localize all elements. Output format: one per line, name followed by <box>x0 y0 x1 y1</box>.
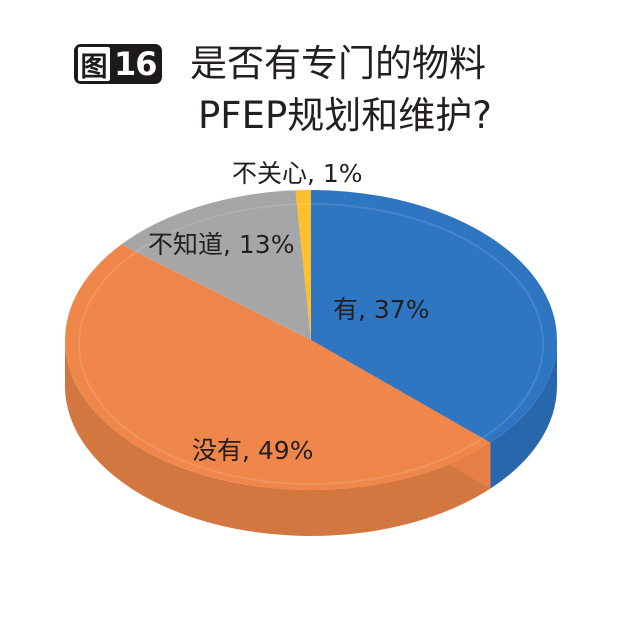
chart-title: 是否有专门的物料 PFEP规划和维护? <box>190 38 492 142</box>
pie-rim-highlight <box>78 203 544 485</box>
title-line-2: PFEP规划和维护? <box>198 94 492 137</box>
slice-you-side <box>490 340 557 489</box>
label-buzhidao: 不知道, 13% <box>148 230 295 259</box>
label-you: 有, 37% <box>333 295 430 324</box>
slice-meiyou-side <box>65 340 491 536</box>
slice-meiyou <box>64 244 491 491</box>
figure-char: 图 <box>78 47 110 83</box>
slice-buguanxin <box>295 190 311 340</box>
slice-buzhidao <box>121 190 312 340</box>
figure-number-badge: 图 16 <box>74 44 162 84</box>
label-buguanxin: 不关心, 1% <box>232 159 363 188</box>
title-line-1: 是否有专门的物料 <box>190 42 486 85</box>
figure-number: 16 <box>114 45 158 83</box>
slice-you <box>311 190 557 443</box>
label-meiyou: 没有, 49% <box>192 436 314 465</box>
